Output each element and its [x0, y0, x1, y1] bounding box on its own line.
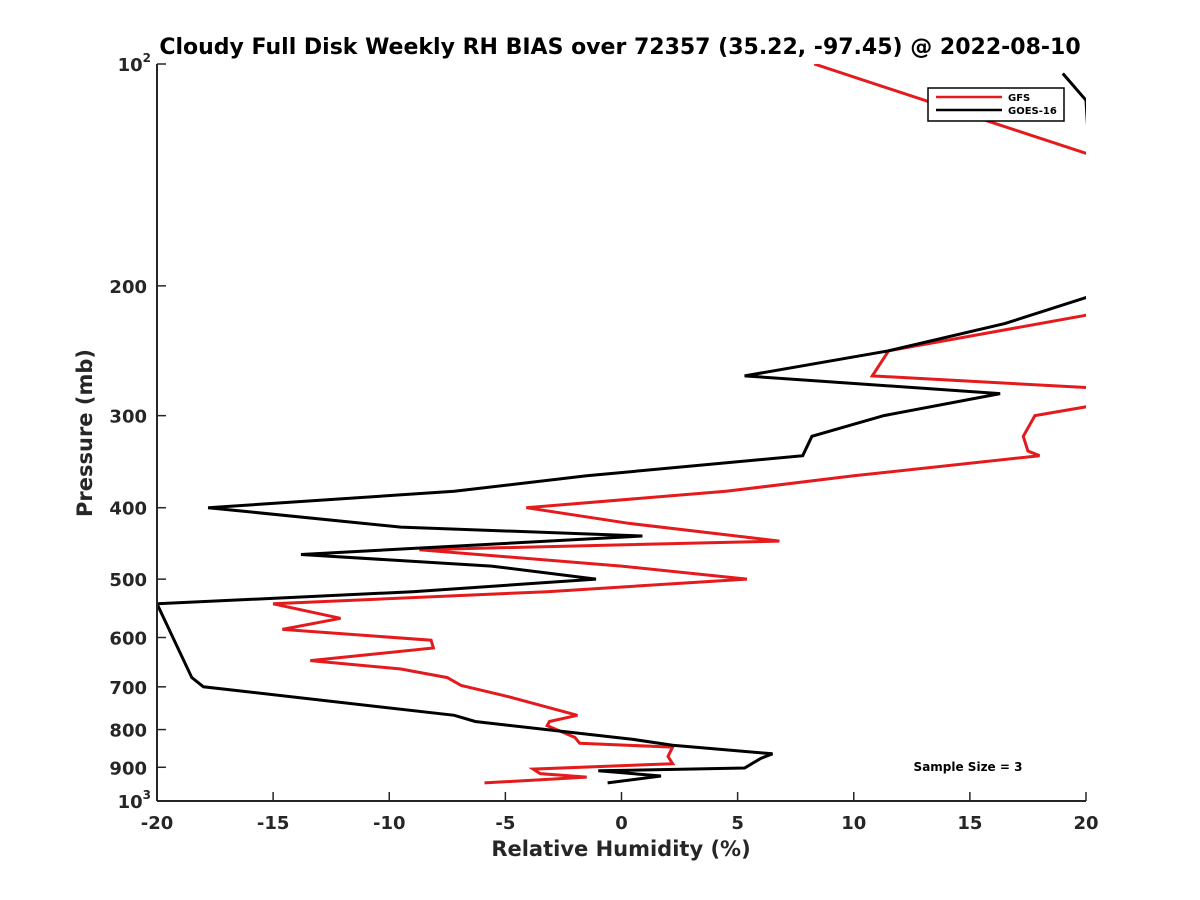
- x-tick-label: -5: [495, 813, 515, 834]
- legend-label-goes-16: GOES-16: [1008, 106, 1057, 117]
- x-tick-label: -20: [141, 813, 174, 834]
- y-tick-label: 500: [109, 570, 147, 591]
- x-tick-label: 15: [957, 813, 982, 834]
- y-tick-label: 600: [109, 628, 147, 649]
- y-tick-label: 102: [118, 51, 151, 76]
- y-tick-label: 700: [109, 678, 147, 699]
- x-tick-label: 20: [1073, 813, 1098, 834]
- x-tick-label: 10: [841, 813, 866, 834]
- x-tick-label: -10: [373, 813, 406, 834]
- x-axis-label: Relative Humidity (%): [491, 837, 750, 861]
- y-tick-label: 900: [109, 758, 147, 779]
- x-tick-label: -15: [257, 813, 290, 834]
- x-tick-label: 5: [731, 813, 744, 834]
- x-ticks: -20 -15 -10 -5 0 5 10 15 20: [141, 792, 1099, 834]
- y-tick-label: 400: [109, 499, 147, 520]
- y-ticks: 102 200 300 400 500 600 700 800 900 103: [109, 51, 166, 813]
- y-tick-label: 800: [109, 721, 147, 742]
- series-line-gfs: [272, 64, 1086, 785]
- series-line-goes-16: [157, 72, 1086, 785]
- legend: GFS GOES-16: [927, 87, 1065, 122]
- series-layer: [157, 64, 1086, 785]
- legend-box: [927, 87, 1065, 122]
- y-axis-label: Pressure (mb): [73, 349, 97, 517]
- x-tick-label: 0: [615, 813, 628, 834]
- y-tick-label: 300: [109, 407, 147, 428]
- sample-size-annotation: Sample Size = 3: [914, 760, 1023, 774]
- chart-title: Cloudy Full Disk Weekly RH BIAS over 723…: [159, 35, 1080, 60]
- y-tick-label: 200: [109, 277, 147, 298]
- y-tick-label: 103: [118, 788, 151, 813]
- legend-label-gfs: GFS: [1008, 93, 1030, 104]
